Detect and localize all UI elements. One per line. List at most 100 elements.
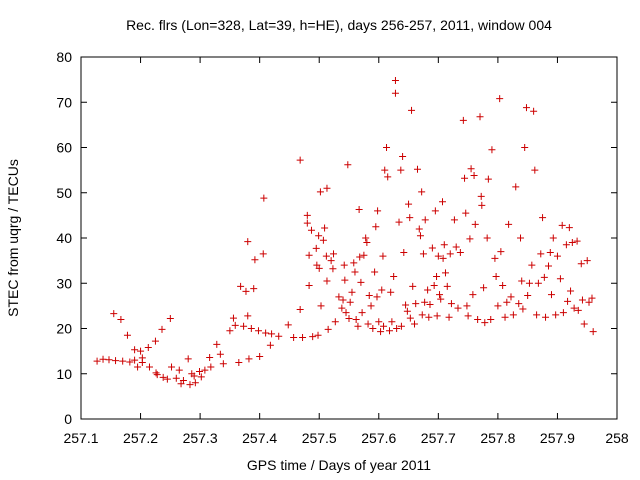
data-point: [237, 282, 245, 290]
data-point: [418, 311, 426, 319]
data-point: [296, 305, 304, 313]
data-point: [213, 340, 221, 348]
data-point: [454, 304, 462, 312]
data-point: [412, 300, 420, 308]
data-point: [93, 357, 101, 365]
data-point: [518, 277, 526, 285]
data-point: [542, 313, 550, 321]
data-point: [583, 257, 591, 265]
data-point: [175, 366, 183, 374]
data-point: [381, 166, 389, 174]
data-point: [539, 214, 547, 222]
data-point: [439, 198, 447, 206]
data-point: [450, 216, 458, 224]
data-point: [356, 253, 364, 261]
data-point: [436, 291, 444, 299]
x-tick-label: 257.5: [302, 430, 337, 446]
data-point: [425, 313, 433, 321]
data-point: [467, 165, 475, 173]
data-point: [549, 234, 557, 242]
data-point: [352, 315, 360, 323]
data-points: [93, 77, 597, 389]
data-point: [206, 353, 214, 361]
data-point: [240, 322, 248, 330]
data-point: [439, 254, 447, 262]
data-point: [391, 77, 399, 85]
data-point: [327, 257, 335, 265]
data-point: [476, 113, 484, 121]
data-point: [355, 205, 363, 213]
data-point: [321, 224, 329, 232]
data-point: [242, 287, 250, 295]
data-point: [403, 307, 411, 315]
data-point: [262, 329, 270, 337]
data-point: [245, 355, 253, 363]
data-point: [338, 304, 346, 312]
data-point: [553, 252, 561, 260]
data-point: [441, 269, 449, 277]
data-point: [348, 288, 356, 296]
data-point: [393, 325, 401, 332]
data-point: [235, 358, 243, 366]
x-tick-label: 257.2: [123, 430, 158, 446]
data-point: [564, 297, 572, 305]
data-point: [323, 277, 331, 285]
y-tick-label: 0: [64, 411, 72, 427]
data-point: [397, 166, 405, 174]
data-point: [402, 301, 410, 309]
data-point: [247, 325, 255, 332]
data-point: [577, 260, 585, 268]
data-point: [296, 156, 304, 164]
data-point: [196, 367, 204, 375]
y-tick-label: 20: [56, 321, 72, 337]
data-point: [522, 104, 530, 112]
data-point: [250, 285, 258, 293]
data-point: [430, 282, 438, 290]
data-point: [418, 188, 426, 196]
data-point: [259, 250, 267, 258]
data-point: [299, 334, 307, 342]
data-point: [534, 279, 542, 287]
data-point: [322, 252, 330, 260]
data-point: [399, 153, 407, 161]
data-point: [229, 314, 237, 322]
data-point: [226, 327, 234, 335]
data-point: [364, 320, 372, 328]
data-point: [459, 116, 467, 124]
data-point: [478, 201, 486, 209]
data-point: [350, 259, 358, 267]
data-point: [312, 244, 320, 252]
data-point: [588, 294, 596, 302]
data-point: [391, 89, 399, 97]
data-point: [416, 232, 424, 240]
data-point: [531, 166, 539, 174]
data-point: [385, 327, 393, 335]
data-point: [197, 373, 205, 381]
data-point: [305, 282, 313, 290]
x-tick-label: 257.3: [183, 430, 218, 446]
data-point: [466, 235, 474, 243]
data-point: [340, 261, 348, 269]
data-point: [363, 239, 371, 247]
data-point: [434, 252, 442, 260]
data-point: [275, 332, 283, 340]
data-point: [377, 328, 385, 336]
data-point: [521, 144, 529, 151]
data-point: [112, 357, 120, 365]
data-point: [517, 234, 525, 242]
y-tick-label: 30: [56, 275, 72, 291]
data-point: [488, 146, 496, 154]
data-point: [428, 244, 436, 252]
data-point: [390, 272, 398, 280]
data-point: [138, 358, 146, 366]
data-point: [556, 275, 564, 283]
data-point: [464, 312, 472, 320]
data-point: [172, 374, 180, 382]
data-point: [266, 341, 274, 349]
data-point: [405, 200, 413, 208]
data-point: [567, 287, 575, 295]
data-point: [369, 325, 377, 332]
data-point: [372, 223, 380, 231]
data-point: [474, 315, 482, 323]
